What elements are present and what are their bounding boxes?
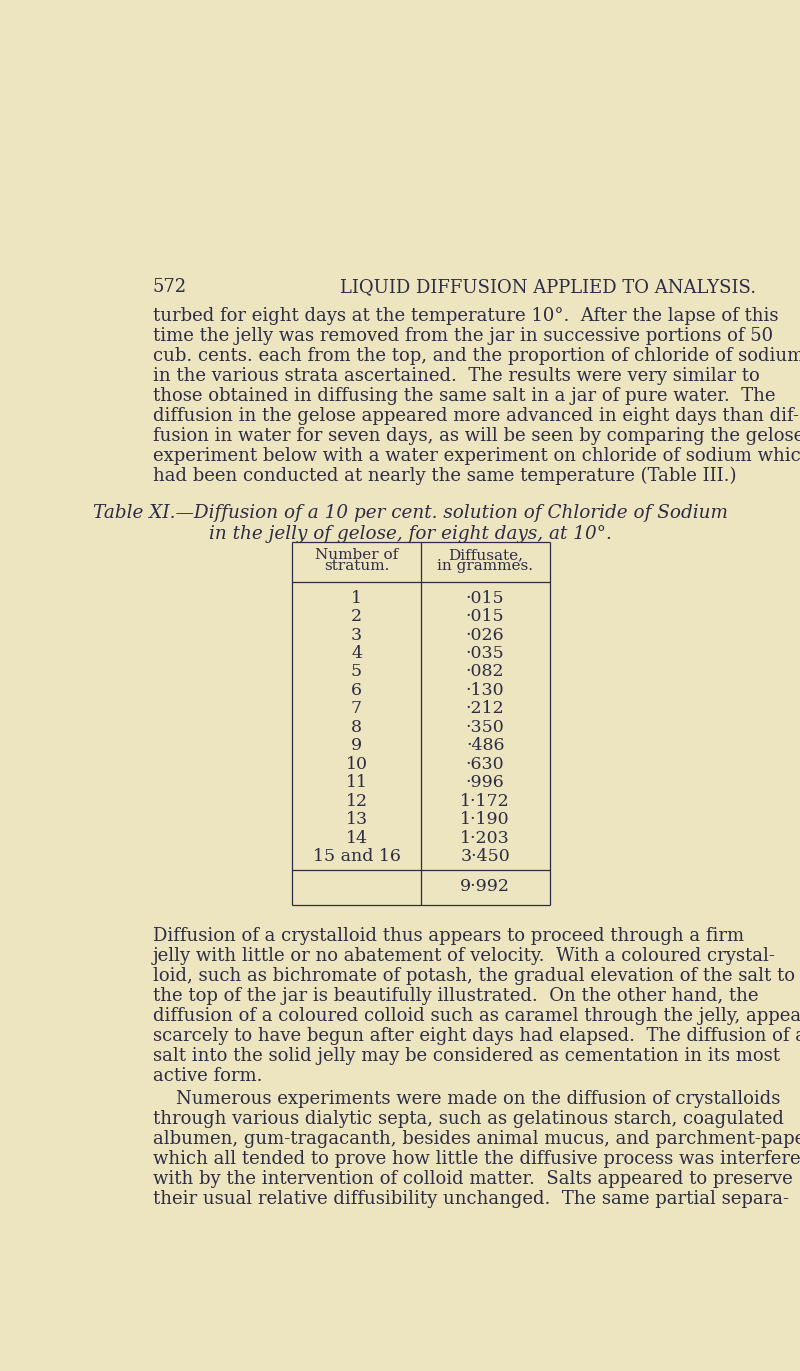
Text: ·630: ·630 xyxy=(466,755,505,773)
Text: 3: 3 xyxy=(351,627,362,643)
Text: ·035: ·035 xyxy=(466,644,505,662)
Text: diffusion of a coloured colloid such as caramel through the jelly, appears: diffusion of a coloured colloid such as … xyxy=(153,1006,800,1026)
Text: 4: 4 xyxy=(351,644,362,662)
Text: Table XI.—Diffusion of a 10 per cent. solution of Chloride of Sodium: Table XI.—Diffusion of a 10 per cent. so… xyxy=(93,505,727,522)
Text: jelly with little or no abatement of velocity.  With a coloured crystal-: jelly with little or no abatement of vel… xyxy=(153,947,775,965)
Text: 1·203: 1·203 xyxy=(460,829,510,847)
Text: 5: 5 xyxy=(351,664,362,680)
Text: 13: 13 xyxy=(346,812,367,828)
Text: turbed for eight days at the temperature 10°.  After the lapse of this: turbed for eight days at the temperature… xyxy=(153,307,778,325)
Text: 8: 8 xyxy=(351,718,362,736)
Text: 12: 12 xyxy=(346,792,367,810)
Text: diffusion in the gelose appeared more advanced in eight days than dif-: diffusion in the gelose appeared more ad… xyxy=(153,407,798,425)
Text: in the various strata ascertained.  The results were very similar to: in the various strata ascertained. The r… xyxy=(153,367,759,385)
Text: 2: 2 xyxy=(351,609,362,625)
Text: in the jelly of gelose, for eight days, at 10°.: in the jelly of gelose, for eight days, … xyxy=(209,525,611,543)
Text: through various dialytic septa, such as gelatinous starch, coagulated: through various dialytic septa, such as … xyxy=(153,1111,783,1128)
Text: with by the intervention of colloid matter.  Salts appeared to preserve: with by the intervention of colloid matt… xyxy=(153,1169,793,1189)
Text: ·212: ·212 xyxy=(466,701,505,717)
Text: stratum.: stratum. xyxy=(324,559,390,573)
Text: experiment below with a water experiment on chloride of sodium which: experiment below with a water experiment… xyxy=(153,447,800,465)
Text: 10: 10 xyxy=(346,755,367,773)
Text: 3·450: 3·450 xyxy=(460,849,510,865)
Text: which all tended to prove how little the diffusive process was interfered: which all tended to prove how little the… xyxy=(153,1150,800,1168)
Text: ·130: ·130 xyxy=(466,681,505,699)
Text: ·350: ·350 xyxy=(466,718,505,736)
Text: time the jelly was removed from the jar in successive portions of 50: time the jelly was removed from the jar … xyxy=(153,328,773,345)
Text: ·486: ·486 xyxy=(466,738,505,754)
Text: 9: 9 xyxy=(351,738,362,754)
Text: their usual relative diffusibility unchanged.  The same partial separa-: their usual relative diffusibility uncha… xyxy=(153,1190,789,1208)
Text: 1·190: 1·190 xyxy=(460,812,510,828)
Text: 7: 7 xyxy=(351,701,362,717)
Text: 1·172: 1·172 xyxy=(460,792,510,810)
Text: ·015: ·015 xyxy=(466,590,505,606)
Text: 572: 572 xyxy=(153,278,187,296)
Text: salt into the solid jelly may be considered as cementation in its most: salt into the solid jelly may be conside… xyxy=(153,1047,780,1065)
Text: ·015: ·015 xyxy=(466,609,505,625)
Text: in grammes.: in grammes. xyxy=(437,559,533,573)
Text: LIQUID DIFFUSION APPLIED TO ANALYSIS.: LIQUID DIFFUSION APPLIED TO ANALYSIS. xyxy=(340,278,756,296)
Text: active form.: active form. xyxy=(153,1067,262,1084)
Text: the top of the jar is beautifully illustrated.  On the other hand, the: the top of the jar is beautifully illust… xyxy=(153,987,758,1005)
Text: ·996: ·996 xyxy=(466,775,505,791)
Text: ·082: ·082 xyxy=(466,664,505,680)
Text: Diffusion of a crystalloid thus appears to proceed through a firm: Diffusion of a crystalloid thus appears … xyxy=(153,927,744,945)
Text: Diffusate,: Diffusate, xyxy=(448,548,522,562)
Text: 14: 14 xyxy=(346,829,367,847)
Text: loid, such as bichromate of potash, the gradual elevation of the salt to: loid, such as bichromate of potash, the … xyxy=(153,967,794,984)
Text: 9·992: 9·992 xyxy=(460,877,510,894)
Text: 15 and 16: 15 and 16 xyxy=(313,849,401,865)
Text: cub. cents. each from the top, and the proportion of chloride of sodium: cub. cents. each from the top, and the p… xyxy=(153,347,800,365)
Text: 6: 6 xyxy=(351,681,362,699)
Text: albumen, gum-tragacanth, besides animal mucus, and parchment-paper,: albumen, gum-tragacanth, besides animal … xyxy=(153,1130,800,1148)
Text: had been conducted at nearly the same temperature (Table III.): had been conducted at nearly the same te… xyxy=(153,468,736,485)
Text: those obtained in diffusing the same salt in a jar of pure water.  The: those obtained in diffusing the same sal… xyxy=(153,387,775,404)
Text: 11: 11 xyxy=(346,775,367,791)
Text: Number of: Number of xyxy=(315,548,398,562)
Text: scarcely to have begun after eight days had elapsed.  The diffusion of a: scarcely to have begun after eight days … xyxy=(153,1027,800,1045)
Text: ·026: ·026 xyxy=(466,627,505,643)
Text: fusion in water for seven days, as will be seen by comparing the gelose: fusion in water for seven days, as will … xyxy=(153,428,800,446)
Text: Numerous experiments were made on the diffusion of crystalloids: Numerous experiments were made on the di… xyxy=(153,1090,780,1108)
Text: 1: 1 xyxy=(351,590,362,606)
